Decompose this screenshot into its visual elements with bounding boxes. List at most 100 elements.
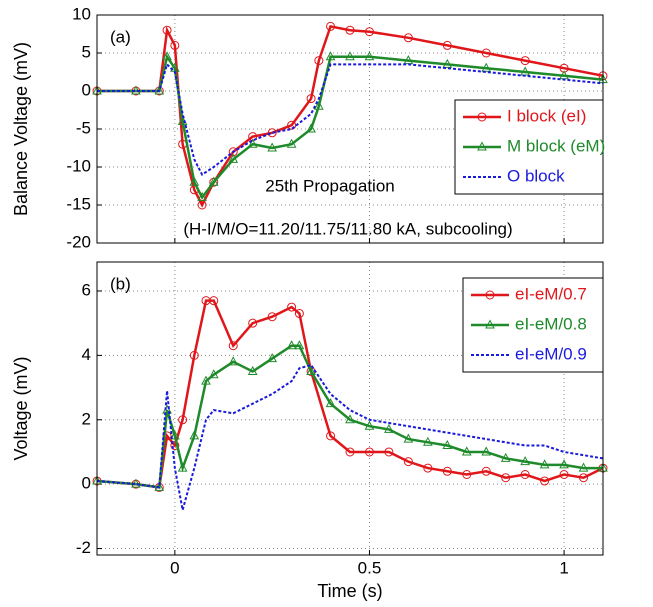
marker [294, 309, 304, 319]
marker [228, 153, 239, 163]
marker [197, 191, 207, 201]
marker [364, 420, 375, 430]
marker [162, 51, 172, 61]
marker [345, 414, 355, 424]
plot-frame [96, 261, 604, 556]
marker [162, 25, 172, 35]
marker [326, 431, 336, 441]
marker [384, 423, 394, 433]
marker [540, 476, 550, 486]
marker [170, 430, 180, 440]
marker [197, 200, 207, 210]
marker [345, 25, 355, 35]
marker [442, 466, 452, 476]
marker [306, 94, 316, 104]
legend-label: eI-eM/0.7 [515, 284, 587, 303]
marker [461, 446, 472, 456]
legend-marker [477, 112, 487, 122]
legend-marker [477, 141, 487, 151]
marker [228, 356, 239, 366]
marker [178, 415, 188, 425]
marker [314, 100, 324, 110]
annotation: 25th Propagation [265, 176, 395, 195]
marker [481, 466, 491, 476]
marker [501, 473, 511, 483]
marker [442, 58, 453, 68]
marker [306, 123, 316, 133]
marker [579, 473, 589, 483]
marker [170, 441, 180, 451]
marker [247, 138, 258, 148]
marker [500, 452, 511, 462]
legend-label: O block [507, 166, 565, 185]
marker [286, 340, 297, 350]
y-tick-label: 10 [72, 4, 91, 23]
y-tick-label: -10 [66, 156, 91, 175]
marker [208, 176, 219, 186]
marker [559, 459, 569, 469]
y-tick-label: 0 [82, 80, 91, 99]
marker [559, 470, 569, 480]
x-axis-label: Time (s) [317, 581, 382, 601]
marker [481, 48, 491, 58]
marker [423, 463, 433, 473]
marker [267, 142, 277, 152]
data-line [97, 363, 603, 511]
x-tick-label: 0.5 [358, 558, 382, 577]
marker [403, 457, 413, 467]
marker [539, 459, 550, 469]
marker [208, 369, 219, 379]
marker [314, 56, 324, 66]
marker [364, 51, 375, 61]
marker [209, 296, 219, 306]
marker [325, 398, 336, 408]
marker [286, 138, 297, 148]
marker [287, 302, 297, 312]
marker [520, 456, 530, 466]
legend-marker [485, 290, 495, 300]
marker [481, 446, 492, 456]
marker [189, 350, 199, 360]
y-tick-label: -5 [76, 118, 91, 137]
marker [403, 33, 413, 43]
y-axis-label: Balance Voltage (mV) [11, 42, 31, 216]
marker [462, 470, 472, 480]
annotation: (a) [110, 27, 131, 46]
marker [345, 51, 355, 61]
legend-label: M block (eM) [507, 136, 605, 155]
y-tick-label: 4 [82, 345, 91, 364]
marker [201, 375, 211, 385]
marker [442, 40, 452, 50]
y-tick-label: -15 [66, 194, 91, 213]
marker [294, 340, 305, 350]
annotation: (b) [110, 274, 131, 293]
legend-marker [485, 319, 495, 329]
marker [162, 431, 172, 441]
y-tick-label: 6 [82, 280, 91, 299]
marker [578, 462, 589, 472]
marker [177, 462, 188, 472]
legend-label: eI-eM/0.9 [515, 344, 587, 363]
y-tick-label: 2 [82, 409, 91, 428]
marker [287, 120, 297, 130]
data-line [97, 62, 603, 177]
marker [326, 21, 336, 31]
marker [325, 51, 336, 61]
marker [228, 341, 238, 351]
marker [384, 447, 394, 457]
marker [364, 27, 374, 37]
marker [267, 312, 277, 322]
annotation: (H-I/M/O=11.20/11.75/11.80 kA, subcoolin… [183, 219, 512, 238]
marker [170, 40, 180, 50]
marker [403, 433, 414, 443]
legend-label: eI-eM/0.8 [515, 314, 587, 333]
data-line [97, 24, 603, 208]
marker [520, 470, 530, 480]
marker [247, 365, 258, 375]
marker [481, 62, 492, 72]
marker [267, 128, 277, 138]
marker [423, 436, 433, 446]
marker [364, 447, 374, 457]
marker [345, 447, 355, 457]
